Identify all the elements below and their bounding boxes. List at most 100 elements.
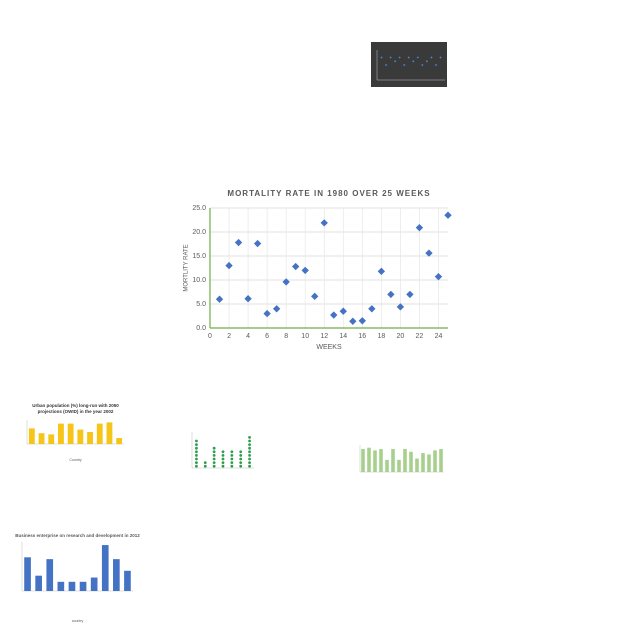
dot (239, 464, 243, 468)
dot (212, 461, 216, 464)
x-tick-label: 22 (416, 333, 424, 340)
bar (38, 433, 45, 444)
y-tick-label: 15.0 (192, 253, 206, 260)
point (415, 224, 424, 232)
dot (239, 454, 243, 457)
dot (221, 454, 225, 457)
x-tick-label: 2 (227, 333, 231, 340)
dot (248, 461, 251, 464)
bar (96, 423, 103, 444)
dot (230, 457, 234, 461)
dot (195, 461, 198, 464)
bar (48, 434, 55, 444)
dot-column (212, 446, 216, 468)
chart-title: projections (OWID) in the year 2002 (38, 409, 114, 414)
point (330, 311, 338, 319)
dot (195, 439, 198, 443)
point (244, 295, 252, 303)
point (396, 303, 405, 311)
y-tick-label: 25.0 (192, 205, 206, 212)
x-tick-label: 12 (320, 333, 328, 340)
dot (230, 454, 234, 457)
dot (248, 464, 251, 468)
bar (439, 449, 443, 472)
x-tick-label: 24 (435, 333, 443, 340)
chart-title: MORTALITY RATE IN 1980 OVER 25 WEEKS (227, 189, 430, 198)
point (320, 219, 328, 227)
y-tick-label: 5.0 (196, 301, 206, 308)
chart-title: Urban population (%) long-run with 2050 (32, 403, 119, 408)
point (387, 290, 395, 299)
x-tick-label: 10 (301, 333, 309, 340)
bar (421, 453, 425, 472)
point (301, 266, 309, 275)
x-tick-label: 4 (246, 333, 250, 340)
x-axis-label: Country (69, 458, 82, 462)
chart-background (371, 42, 447, 87)
point (444, 211, 452, 219)
dot-column (248, 436, 251, 468)
dot (248, 439, 251, 443)
dot (248, 443, 251, 446)
bar (385, 459, 389, 472)
dot (221, 464, 225, 468)
dot (248, 454, 251, 457)
point (292, 262, 300, 271)
point (434, 272, 443, 281)
bar (427, 454, 431, 472)
y-axis-label: MORTLITY RATE (184, 244, 190, 291)
dot (203, 464, 207, 468)
bar (116, 438, 123, 444)
dot (248, 436, 251, 439)
bar (68, 581, 76, 591)
bar (35, 575, 42, 591)
bar (90, 577, 98, 591)
x-tick-label: 6 (265, 333, 269, 340)
dot (195, 450, 198, 454)
bar (46, 559, 54, 591)
dot (239, 450, 243, 454)
point (311, 292, 319, 300)
point (234, 238, 243, 247)
dot (203, 461, 207, 464)
y-tick-label: 10.0 (192, 277, 206, 284)
dot (248, 450, 251, 454)
bar (101, 545, 109, 591)
point (253, 239, 262, 248)
point (272, 305, 281, 313)
bar (391, 449, 395, 472)
dot (212, 454, 216, 457)
point (358, 317, 366, 325)
x-tick-label: 8 (284, 333, 288, 340)
dot-column (230, 450, 234, 468)
x-axis-label: country (72, 619, 84, 623)
point (225, 261, 233, 270)
dot (195, 457, 198, 461)
x-axis-label: WEEKS (316, 344, 342, 351)
dot (195, 454, 198, 457)
bar (415, 458, 419, 472)
bar (113, 559, 120, 591)
dot (221, 461, 225, 464)
dot (248, 446, 251, 450)
point (377, 267, 386, 276)
dot (230, 464, 234, 468)
dot (230, 450, 234, 454)
bar (106, 422, 113, 444)
dot-column (203, 461, 207, 468)
bar (57, 581, 65, 591)
x-tick-label: 14 (339, 333, 347, 340)
y-tick-label: 20.0 (192, 229, 206, 236)
point (368, 305, 376, 313)
point (349, 317, 357, 325)
point (406, 290, 414, 299)
x-tick-label: 0 (208, 333, 212, 340)
dot (212, 450, 216, 454)
x-tick-label: 18 (377, 333, 385, 340)
bar (379, 449, 383, 472)
x-tick-label: 20 (397, 333, 405, 340)
point (263, 309, 271, 318)
dot (195, 446, 198, 450)
bar (373, 450, 377, 472)
bar (67, 423, 74, 444)
